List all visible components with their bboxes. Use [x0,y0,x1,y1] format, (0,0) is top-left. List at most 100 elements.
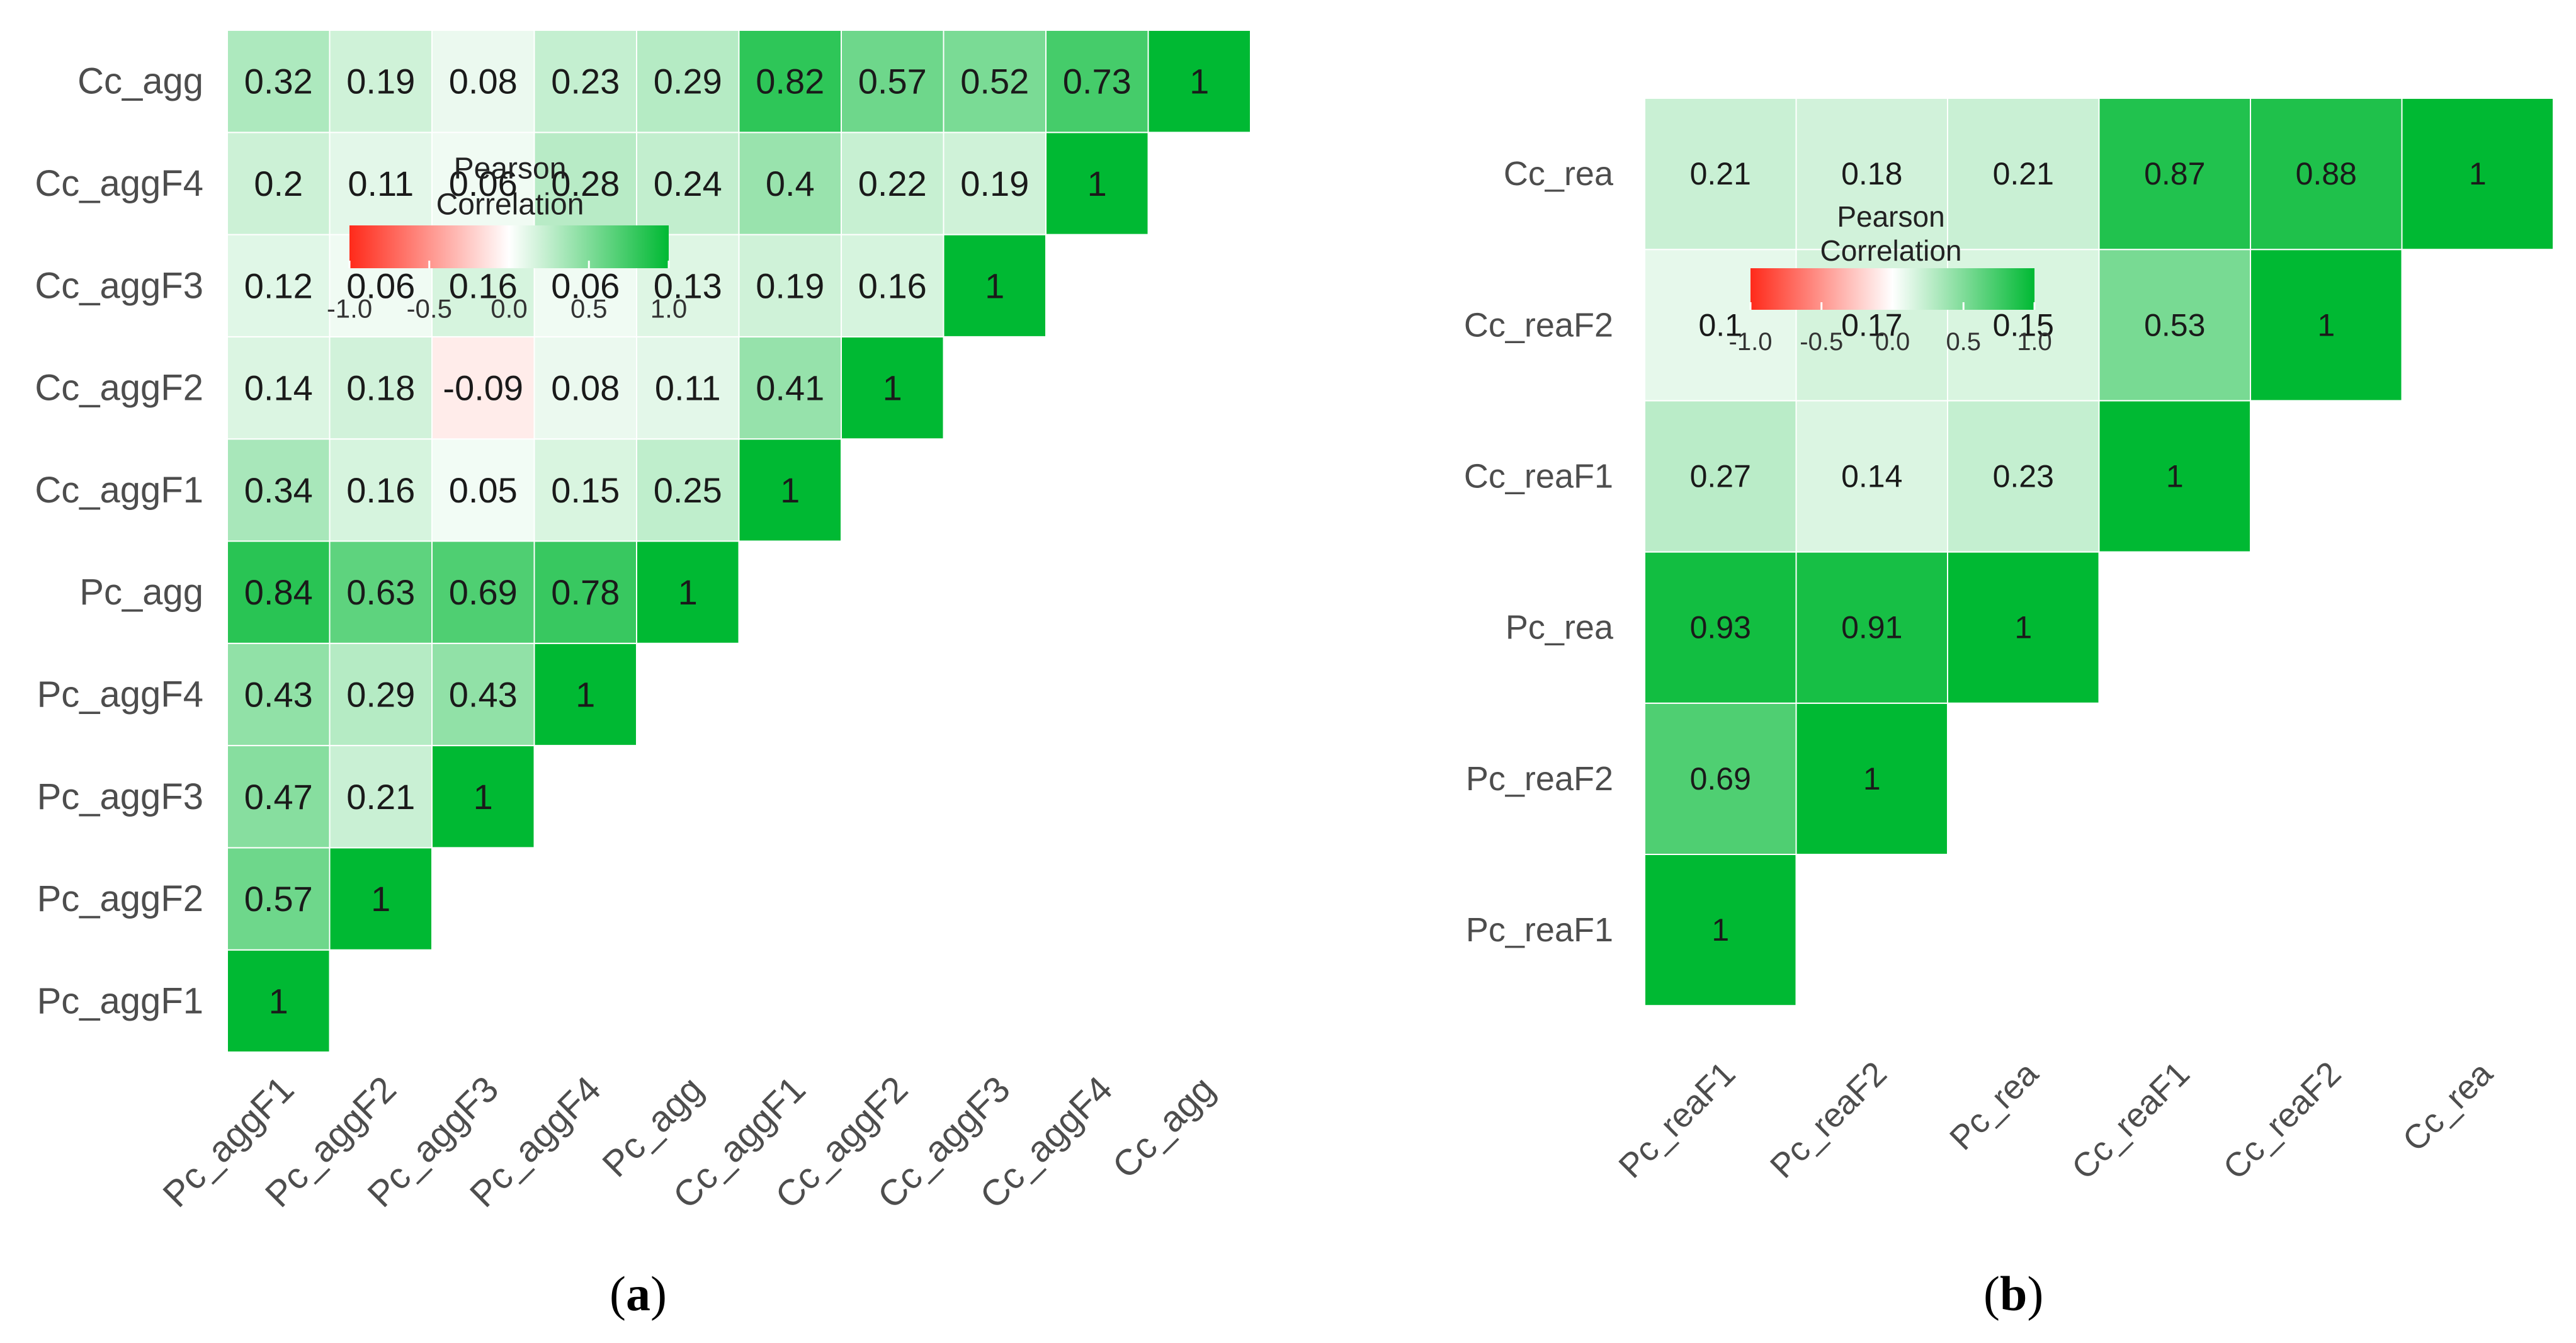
x-tick-label-b-Pc_rea: Pc_rea [1943,1054,2046,1157]
heatmap-cell-a-Pc_aggF3-Pc_aggF4 [431,642,535,747]
legend-tick-label-b-4: 1.0 [2017,328,2052,356]
cell-value-b-Cc_rea-Cc_rea: 1 [2469,156,2487,191]
y-tick-label-a-Pc_agg: Pc_agg [79,572,203,613]
cell-value-b-Pc_reaF1-Pc_rea: 0.93 [1690,610,1751,645]
cell-value-a-Pc_aggF2-Pc_aggF2: 1 [371,879,390,919]
cell-value-a-Pc_aggF1-Cc_aggF2: 0.14 [244,368,313,408]
heatmap-cell-a-Cc_aggF3-Cc_aggF3 [943,234,1047,337]
cell-value-a-Pc_aggF3-Cc_aggF2: -0.09 [443,368,523,408]
y-tick-label-a-Pc_aggF3: Pc_aggF3 [37,776,203,817]
cell-value-a-Cc_aggF1-Cc_aggF3: 0.19 [756,266,824,305]
heatmap-cell-a-Pc_aggF4-Cc_agg [533,30,637,133]
heatmap-cell-a-Pc_aggF3-Pc_aggF3 [431,745,535,849]
cell-value-a-Cc_aggF1-Cc_aggF1: 1 [780,470,800,510]
cell-value-a-Pc_aggF4-Cc_aggF1: 0.15 [551,470,620,510]
legend-tick-label-b-1: -0.5 [1800,328,1843,356]
cell-value-a-Pc_aggF4-Pc_aggF4: 1 [576,674,595,714]
cell-value-a-Cc_aggF2-Cc_aggF2: 1 [883,368,902,408]
caption-a: (a) [610,1266,667,1322]
cell-value-a-Pc_aggF1-Pc_aggF3: 0.47 [244,777,313,817]
heatmap-cell-b-Pc_reaF1-Pc_reaF2 [1644,702,1797,856]
cell-value-a-Pc_aggF1-Cc_aggF3: 0.12 [244,266,313,305]
heatmap-cell-a-Pc_agg-Cc_aggF1 [636,438,740,542]
y-tick-label-b-Pc_reaF2: Pc_reaF2 [1466,760,1613,798]
cell-value-b-Cc_reaF1-Cc_reaF1: 1 [2166,459,2184,494]
heatmap-cell-a-Pc_aggF1-Cc_agg [227,30,331,133]
heatmap-cell-a-Cc_aggF4-Cc_aggF4 [1045,132,1149,235]
cell-value-a-Pc_aggF4-Cc_aggF4: 0.28 [551,164,620,203]
heatmap-cell-b-Pc_rea-Pc_rea [1947,551,2100,704]
legend-tick-label-b-2: 0.0 [1875,328,1910,356]
heatmap-cell-a-Cc_aggF2-Cc_aggF4 [841,132,945,235]
cell-value-b-Pc_reaF2-Cc_reaF2: 0.17 [1841,307,1902,343]
cell-value-a-Pc_aggF2-Pc_aggF3: 0.21 [346,777,415,817]
cell-value-a-Pc_agg-Cc_aggF4: 0.24 [654,164,722,203]
cell-value-b-Pc_reaF2-Cc_reaF1: 0.14 [1841,459,1902,494]
cell-value-a-Pc_aggF2-Cc_aggF2: 0.18 [346,368,415,408]
heatmap-cell-a-Pc_aggF4-Cc_aggF1 [533,438,637,542]
cell-value-b-Cc_reaF2-Cc_reaF2: 1 [2317,307,2335,343]
y-tick-label-a-Pc_aggF4: Pc_aggF4 [37,674,203,715]
heatmap-cell-b-Pc_reaF2-Pc_reaF2 [1795,702,1948,856]
legend-title-line2-a: Correlation [436,188,584,222]
cell-value-b-Pc_reaF1-Pc_reaF1: 1 [1711,912,1729,948]
x-tick-label-b-Pc_reaF2: Pc_reaF2 [1763,1055,1894,1186]
cell-value-a-Pc_aggF2-Pc_agg: 0.63 [346,572,415,612]
cell-value-b-Pc_reaF2-Pc_rea: 0.91 [1841,610,1902,645]
heatmap-cell-a-Cc_agg-Cc_agg [1147,30,1251,133]
legend-tick-label-b-0: -1.0 [1729,328,1773,356]
heatmap-cell-a-Pc_aggF3-Cc_agg [431,30,535,133]
heatmap-cell-b-Pc_reaF2-Cc_reaF1 [1795,400,1948,553]
cell-value-a-Cc_aggF1-Cc_aggF2: 0.41 [756,368,824,408]
heatmap-cell-b-Cc_rea-Cc_rea [2401,98,2554,251]
heatmap-cell-b-Pc_rea-Cc_rea [1947,98,2100,251]
heatmap-cell-a-Cc_aggF2-Cc_aggF2 [841,336,945,440]
cell-value-b-Pc_rea-Cc_reaF2: 0.15 [1993,307,2054,343]
heatmap-cell-a-Cc_aggF1-Cc_aggF2 [738,336,842,440]
x-tick-label-a-Cc_agg: Cc_agg [1104,1068,1222,1186]
cell-value-a-Cc_aggF4-Cc_aggF4: 1 [1087,164,1107,203]
heatmap-cell-a-Pc_agg-Pc_agg [636,540,740,644]
heatmap-cell-a-Pc_aggF2-Pc_aggF4 [329,642,433,747]
cell-value-a-Cc_aggF3-Cc_aggF3: 1 [985,266,1004,305]
y-tick-label-b-Cc_reaF1: Cc_reaF1 [1464,458,1613,496]
cell-value-a-Pc_aggF2-Cc_aggF4: 0.11 [348,164,414,203]
cell-value-a-Pc_agg-Cc_aggF2: 0.11 [655,368,721,408]
heatmap-cell-a-Pc_aggF1-Pc_aggF3 [227,745,331,849]
cell-value-b-Cc_reaF2-Cc_rea: 0.88 [2296,156,2357,191]
cell-value-a-Cc_aggF1-Cc_agg: 0.82 [756,62,824,101]
cell-value-b-Cc_reaF1-Cc_rea: 0.87 [2144,156,2205,191]
cell-value-b-Pc_rea-Pc_rea: 1 [2014,610,2032,645]
cell-value-b-Cc_reaF1-Cc_reaF2: 0.53 [2144,307,2205,343]
cell-value-b-Pc_reaF2-Cc_rea: 0.18 [1841,156,1902,191]
y-tick-label-a-Pc_aggF1: Pc_aggF1 [37,980,203,1021]
heatmap-cell-b-Pc_reaF1-Pc_reaF1 [1644,854,1797,1007]
y-tick-label-a-Cc_aggF4: Cc_aggF4 [35,163,203,204]
legend-tick-label-a-0: -1.0 [327,294,372,324]
cell-value-a-Pc_aggF3-Cc_aggF3: 0.16 [449,266,518,305]
cell-value-a-Pc_aggF3-Pc_agg: 0.69 [449,572,518,612]
cell-value-a-Pc_aggF3-Pc_aggF4: 0.43 [449,674,518,714]
cell-value-b-Pc_reaF1-Cc_rea: 0.21 [1690,156,1751,191]
cell-value-a-Cc_aggF1-Cc_aggF4: 0.4 [766,164,815,203]
cell-value-a-Pc_aggF4-Cc_agg: 0.23 [551,62,620,101]
x-tick-label-b-Cc_reaF2: Cc_reaF2 [2216,1055,2348,1187]
heatmap-cell-a-Pc_aggF2-Cc_aggF2 [329,336,433,440]
y-tick-label-b-Pc_reaF1: Pc_reaF1 [1466,911,1613,949]
cell-value-a-Pc_agg-Pc_agg: 1 [678,572,698,612]
heatmap-cell-a-Pc_aggF1-Cc_aggF1 [227,438,331,542]
heatmap-cell-a-Pc_aggF2-Cc_aggF1 [329,438,433,542]
y-tick-label-b-Cc_reaF2: Cc_reaF2 [1464,306,1613,344]
cell-value-b-Pc_rea-Cc_rea: 0.21 [1993,156,2054,191]
heatmap-cell-b-Cc_reaF1-Cc_reaF2 [2098,249,2251,402]
cell-value-a-Cc_aggF2-Cc_agg: 0.57 [858,62,927,101]
heatmap-cell-b-Pc_reaF1-Cc_reaF1 [1644,400,1797,553]
cell-value-a-Pc_aggF4-Cc_aggF3: 0.06 [551,266,620,305]
cell-value-a-Pc_aggF3-Pc_aggF3: 1 [474,777,493,817]
cell-value-a-Pc_aggF1-Cc_aggF1: 0.34 [244,470,313,510]
caption-b: (b) [1983,1266,2043,1322]
cell-value-a-Pc_agg-Cc_aggF1: 0.25 [654,470,722,510]
